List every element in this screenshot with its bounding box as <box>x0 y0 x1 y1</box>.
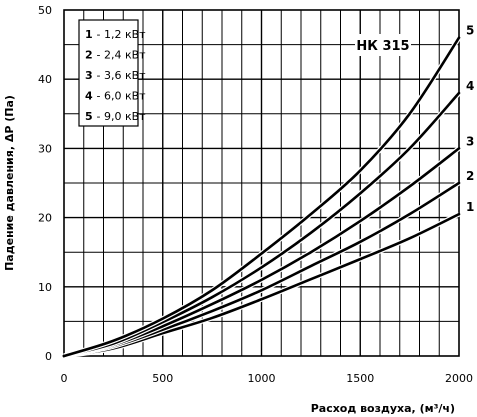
y-tick-label: 0 <box>45 350 52 363</box>
legend-entry-number: 5 <box>85 110 96 123</box>
y-tick-labels: 0 10 20 30 40 50 <box>38 4 52 363</box>
x-tick-labels: 0 500 1000 1500 2000 <box>61 372 474 385</box>
series-end-label-2: 2 <box>466 169 474 183</box>
legend-entry-5: 5 - 9,0 кВт <box>85 110 146 123</box>
legend-entry-number: 2 <box>85 49 96 62</box>
legend-entry-text: - 1,2 кВт <box>96 28 146 41</box>
x-tick-label: 1000 <box>248 372 276 385</box>
x-tick-label: 1500 <box>346 372 374 385</box>
legend-entry-1: 1 - 1,2 кВт <box>85 28 146 41</box>
model-label: НК 315 <box>356 39 409 54</box>
y-tick-label: 30 <box>38 142 52 155</box>
model-label-box <box>355 34 411 56</box>
y-axis-title: Падение давления, ΔP (Па) <box>3 95 16 271</box>
x-tick-label: 500 <box>152 372 173 385</box>
series-line-5 <box>62 36 461 358</box>
series-end-label-5: 5 <box>466 24 474 38</box>
y-tick-label: 10 <box>38 281 52 294</box>
legend-entry-text: - 9,0 кВт <box>96 110 146 123</box>
grid <box>64 10 459 356</box>
legend-entry-number: 4 <box>85 90 96 103</box>
series-end-labels: 1 2 3 4 5 <box>466 24 474 214</box>
series-end-label-1: 1 <box>466 200 474 214</box>
x-tick-label: 2000 <box>445 372 473 385</box>
x-axis-title: Расход воздуха, (м³/ч) <box>311 402 455 415</box>
legend-entry-text: - 3,6 кВт <box>96 69 146 82</box>
series-end-label-3: 3 <box>466 134 474 148</box>
legend-box <box>78 19 139 127</box>
legend-entry-4: 4 - 6,0 кВт <box>85 90 146 103</box>
y-tick-label: 50 <box>38 4 52 17</box>
y-tick-label: 20 <box>38 212 52 225</box>
series-lines <box>62 36 462 359</box>
series-end-label-4: 4 <box>466 79 474 93</box>
legend-entry-text: - 2,4 кВт <box>96 49 146 62</box>
series-line-4 <box>62 91 461 358</box>
legend-entry-number: 1 <box>85 28 96 41</box>
legend-entry-2: 2 - 2,4 кВт <box>85 49 146 62</box>
legend-entry-3: 3 - 3,6 кВт <box>85 69 146 82</box>
x-tick-label: 0 <box>61 372 68 385</box>
legend-entry-number: 3 <box>85 69 96 82</box>
y-tick-label: 40 <box>38 73 52 86</box>
legend-entry-text: - 6,0 кВт <box>96 90 146 103</box>
